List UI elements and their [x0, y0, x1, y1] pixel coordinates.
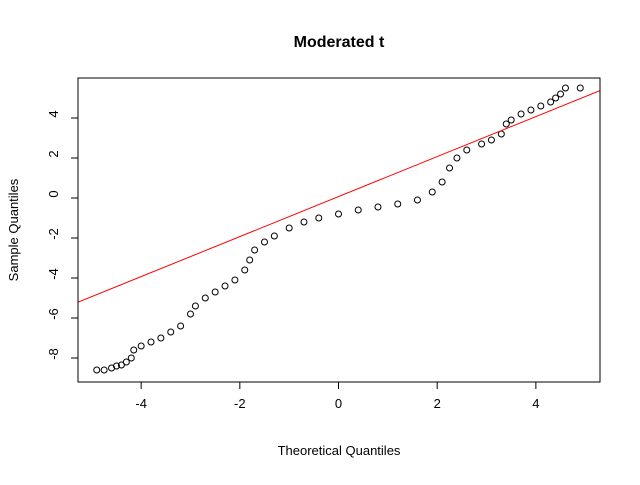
x-tick-label: -2 — [234, 396, 246, 411]
point — [137, 342, 145, 350]
point — [413, 196, 421, 204]
x-axis-label: Theoretical Quantiles — [278, 443, 401, 458]
point — [446, 164, 454, 172]
point — [231, 276, 239, 284]
point — [127, 354, 135, 362]
x-tick-label: 4 — [532, 396, 539, 411]
point — [394, 200, 402, 208]
point — [100, 366, 108, 374]
point — [552, 94, 560, 102]
point — [507, 116, 515, 124]
point — [177, 322, 185, 330]
y-tick-label: 0 — [46, 190, 61, 197]
point — [157, 334, 165, 342]
point — [117, 361, 125, 369]
point — [315, 214, 323, 222]
x-tick-label: 2 — [434, 396, 441, 411]
point — [428, 188, 436, 196]
plot-area — [78, 84, 600, 374]
point — [517, 110, 525, 118]
point — [478, 140, 486, 148]
point — [93, 366, 101, 374]
point — [463, 146, 471, 154]
point — [335, 210, 343, 218]
point — [557, 90, 565, 98]
point — [191, 302, 199, 310]
point — [122, 358, 130, 366]
chart-title: Moderated t — [294, 34, 385, 51]
point — [251, 246, 259, 254]
point — [147, 338, 155, 346]
point — [211, 288, 219, 296]
point — [354, 206, 362, 214]
y-tick-label: -6 — [46, 308, 61, 320]
point — [502, 120, 510, 128]
point — [547, 98, 555, 106]
point — [241, 266, 249, 274]
point — [186, 310, 194, 318]
point — [576, 84, 584, 92]
point — [221, 282, 229, 290]
y-tick-label: -2 — [46, 228, 61, 240]
point — [374, 203, 382, 211]
y-tick-label: 4 — [46, 110, 61, 117]
point — [453, 154, 461, 162]
x-tick-label: -4 — [135, 396, 147, 411]
point — [246, 256, 254, 264]
y-tick-label: -4 — [46, 268, 61, 280]
point — [260, 238, 268, 246]
point — [561, 84, 569, 92]
point — [487, 136, 495, 144]
point — [438, 178, 446, 186]
point — [112, 362, 120, 370]
point — [527, 106, 535, 114]
point — [167, 328, 175, 336]
x-tick-label: 0 — [335, 396, 342, 411]
point — [130, 346, 138, 354]
point — [285, 224, 293, 232]
y-axis-label: Sample Quantiles — [6, 178, 21, 281]
y-tick-label: 2 — [46, 150, 61, 157]
point — [270, 232, 278, 240]
point — [201, 294, 209, 302]
y-tick-label: -8 — [46, 348, 61, 360]
reference-line — [78, 90, 600, 303]
point — [300, 218, 308, 226]
point — [537, 102, 545, 110]
